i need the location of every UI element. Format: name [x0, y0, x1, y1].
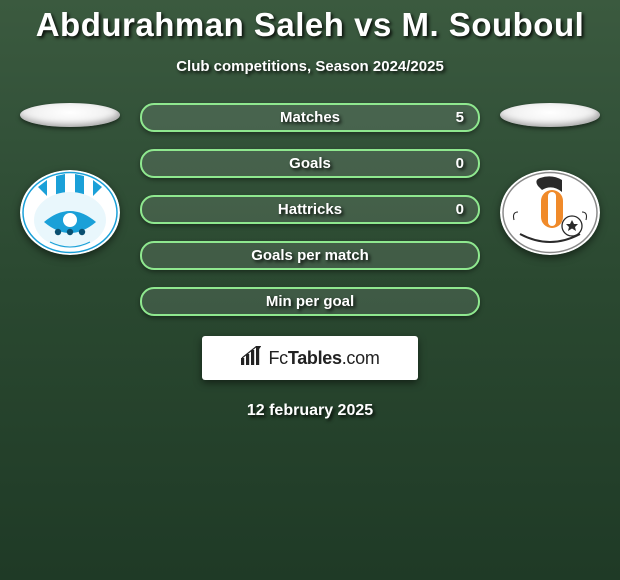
brand-bold: Tables [288, 348, 342, 368]
stat-row-goals-per-match: Goals per match [140, 241, 480, 270]
stat-label: Matches [280, 109, 340, 126]
page-title: Abdurahman Saleh vs M. Souboul [0, 0, 620, 44]
club-crest-left [20, 170, 120, 255]
player-left-column [20, 103, 120, 255]
brand-suffix: .com [342, 348, 380, 368]
player-placeholder-left [20, 103, 120, 127]
brand-text: FcTables.com [268, 348, 379, 369]
club-crest-right [500, 170, 600, 255]
player-placeholder-right [500, 103, 600, 127]
brand-box: FcTables.com [202, 336, 418, 380]
page-subtitle: Club competitions, Season 2024/2025 [0, 58, 620, 75]
club-crest-right-svg [500, 170, 600, 255]
brand-prefix: Fc [268, 348, 287, 368]
bar-chart-icon [240, 346, 262, 371]
stat-row-matches: Matches 5 [140, 103, 480, 132]
main-row: Matches 5 Goals 0 Hattricks 0 Goals per … [0, 103, 620, 316]
club-crest-left-svg [20, 170, 120, 255]
stat-label: Min per goal [266, 293, 354, 310]
stat-label: Hattricks [278, 201, 342, 218]
stat-row-min-per-goal: Min per goal [140, 287, 480, 316]
stat-row-hattricks: Hattricks 0 [140, 195, 480, 224]
stat-right-value: 0 [456, 155, 464, 172]
player-right-column [500, 103, 600, 255]
stat-label: Goals per match [251, 247, 369, 264]
stat-right-value: 5 [456, 109, 464, 126]
comparison-card: Abdurahman Saleh vs M. Souboul Club comp… [0, 0, 620, 420]
stats-column: Matches 5 Goals 0 Hattricks 0 Goals per … [140, 103, 480, 316]
date-text: 12 february 2025 [0, 402, 620, 420]
stat-label: Goals [289, 155, 331, 172]
stat-row-goals: Goals 0 [140, 149, 480, 178]
stat-right-value: 0 [456, 201, 464, 218]
